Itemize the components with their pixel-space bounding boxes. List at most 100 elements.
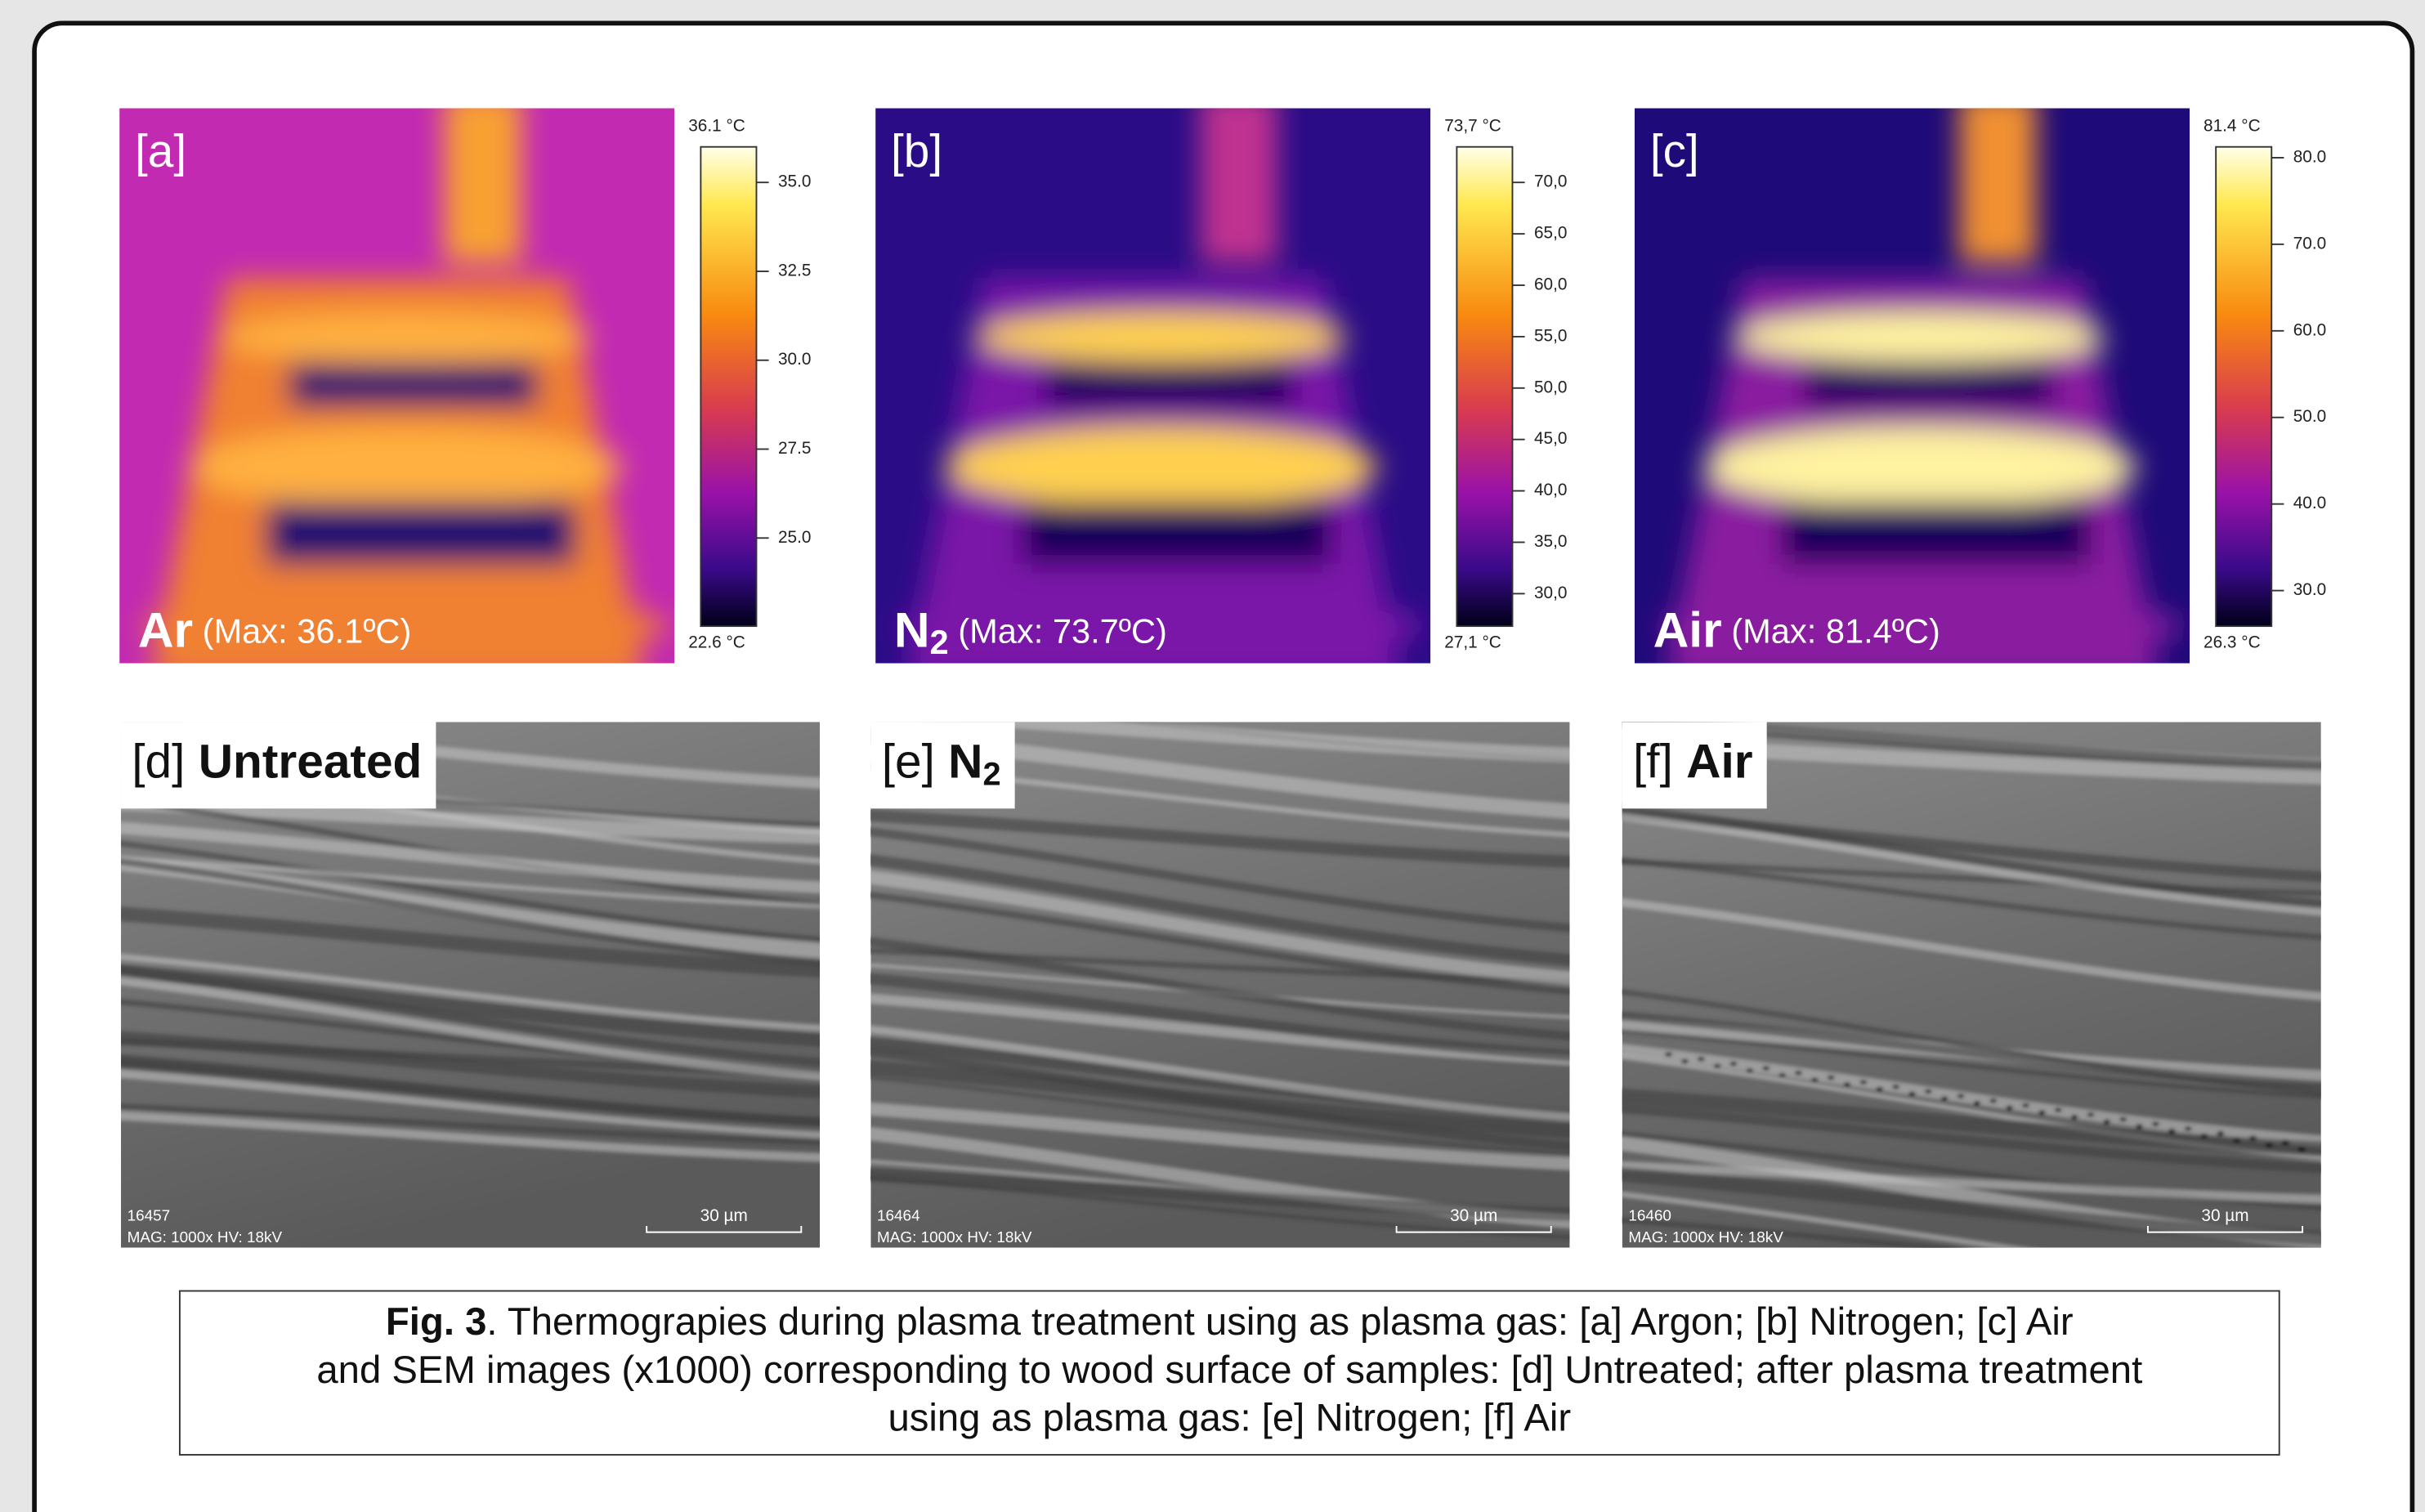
fiber [1622, 1161, 2321, 1204]
colorbar-tick-label: 45,0 [1534, 429, 1567, 448]
fiber [1622, 1043, 2321, 1147]
fiber [1622, 1131, 2321, 1210]
fiber [121, 840, 821, 943]
pit [1989, 1098, 1998, 1103]
colorbar-tick-label: 50,0 [1534, 378, 1567, 396]
label-sub: 2 [983, 756, 1001, 792]
colorbar-tick-label: 70,0 [1534, 172, 1567, 191]
caption-text: using as plasma gas: [e] Nitrogen; [f] A… [888, 1397, 1571, 1440]
panel-label: [f] Air [1633, 736, 1753, 789]
panel-label: [e] N2 [882, 736, 1001, 792]
fiber [870, 892, 1570, 995]
fiber [870, 1102, 1570, 1171]
gas-sub: 2 [930, 623, 949, 661]
label-title: Untreated [199, 736, 423, 789]
probe [1200, 108, 1277, 263]
sem-info: MAG: 1000x HV: 18kV [128, 1229, 283, 1246]
pit [1794, 1070, 1803, 1076]
pit [1729, 1061, 1738, 1067]
pit [2232, 1138, 2241, 1143]
dark-band [1804, 363, 2052, 407]
colorbar-tick-label: 80.0 [2293, 147, 2326, 166]
pit [2038, 1110, 2047, 1115]
sem-scale: 30 µm [700, 1206, 748, 1225]
panel-label: [b] [891, 126, 942, 177]
caption-line: and SEM images (x1000) corresponding to … [316, 1349, 2142, 1392]
sem-id: 16457 [128, 1208, 171, 1225]
fiber [1622, 1088, 2321, 1156]
caption-line: using as plasma gas: [e] Nitrogen; [f] A… [888, 1397, 1571, 1440]
pit [2248, 1135, 2257, 1141]
fiber [870, 993, 1570, 1066]
pit [2200, 1133, 2208, 1138]
fiber [121, 857, 821, 967]
fiber [870, 1025, 1570, 1122]
pit [1778, 1072, 1787, 1078]
pit [1761, 1066, 1770, 1071]
colorbar-tick-label: 60.0 [2293, 320, 2326, 339]
colorbar-tick-label: 40,0 [1534, 481, 1567, 499]
probe [1959, 108, 2037, 263]
pit [1810, 1077, 1819, 1083]
colorbar-max: 36.1 °C [688, 117, 745, 136]
pit [1664, 1052, 1673, 1057]
fiber [1622, 803, 2321, 910]
fiber [121, 856, 821, 909]
colorbar-tick-label: 32.5 [778, 261, 811, 280]
label-box [121, 722, 436, 809]
colorbar-tick-label: 30,0 [1534, 584, 1567, 602]
gas: Air [1653, 602, 1722, 658]
fiber [870, 973, 1570, 1062]
pit [1973, 1100, 1981, 1106]
fiber [870, 870, 1570, 986]
thermal-scene [1658, 108, 2184, 664]
label-box [1622, 722, 1767, 809]
gas-max: (Max: 36.1ºC) [193, 612, 411, 651]
pit [2297, 1147, 2306, 1152]
pit [1924, 1089, 1933, 1094]
fiber [870, 1076, 1570, 1156]
label-title: N [948, 736, 982, 789]
dark-band [1022, 502, 1332, 565]
thermal-scene [142, 108, 669, 664]
colorbar-tick-label: 27.5 [778, 439, 811, 458]
sem-image [1622, 722, 2321, 1248]
fiber [870, 937, 1570, 1041]
thermal-image [875, 108, 1431, 664]
colorbar-min: 27,1 °C [1444, 633, 1501, 651]
pit [2217, 1130, 2225, 1136]
pit [2151, 1121, 2160, 1127]
pit [2265, 1142, 2274, 1147]
caption-box [178, 1290, 2280, 1456]
pit [2005, 1105, 2014, 1111]
pit [1908, 1091, 1917, 1097]
colorbar-tick-label: 60,0 [1534, 275, 1567, 294]
colorbar-tick-label: 65,0 [1534, 224, 1567, 243]
sem-scale: 30 µm [2201, 1206, 2248, 1225]
pit [1713, 1063, 1721, 1069]
label-box [870, 722, 1015, 809]
panel-label: [c] [1650, 126, 1699, 177]
pit [2054, 1107, 2062, 1113]
sem-texture [121, 722, 821, 1162]
caption-text: . Thermograpies during plasma treatment … [486, 1301, 2073, 1344]
fiber [121, 1103, 821, 1146]
pit [1876, 1086, 1884, 1092]
pit [1697, 1056, 1705, 1062]
fiber [121, 1053, 821, 1133]
probe [444, 108, 521, 263]
sem-id: 16460 [1628, 1208, 1671, 1225]
hot-band [1704, 427, 2137, 508]
hot-base [142, 595, 669, 657]
fiber [1622, 1103, 2321, 1174]
pit [1891, 1084, 1900, 1089]
dark-band [266, 502, 576, 565]
colorbar-max: 81.4 °C [2204, 117, 2261, 136]
colorbar [1456, 145, 1514, 628]
fiber [870, 809, 1570, 868]
colorbar-tick-label: 40.0 [2293, 494, 2326, 512]
pit [1827, 1075, 1835, 1080]
pit [2168, 1128, 2176, 1134]
thermal-image [1634, 108, 2190, 664]
